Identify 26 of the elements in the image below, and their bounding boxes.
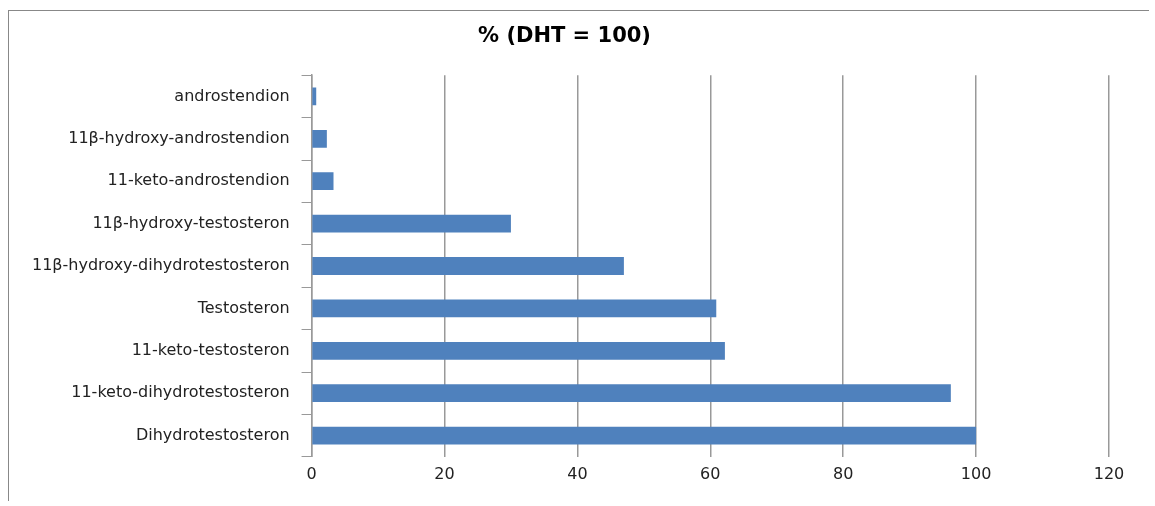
y-tick-label: 11β-hydroxy-androstendion: [68, 127, 290, 147]
bar: [312, 87, 317, 106]
x-tick-label: 20: [434, 463, 455, 483]
y-tick-label: Dihydrotestosteron: [135, 424, 290, 444]
x-tick-label: 120: [1093, 463, 1125, 483]
x-tick-label: 80: [833, 463, 854, 483]
y-tick-label: 11-keto-androstendion: [107, 170, 290, 190]
x-tick-label: 0: [306, 463, 317, 483]
y-tick-label: 11β-hydroxy-testosteron: [92, 212, 290, 232]
x-tick-label: 60: [700, 463, 721, 483]
y-tick-label: 11-keto-testosteron: [131, 339, 290, 359]
x-tick-label: 40: [567, 463, 588, 483]
y-tick-label: 11-keto-dihydrotestosteron: [71, 382, 290, 402]
bar: [312, 299, 717, 318]
bar: [312, 129, 327, 148]
bar: [312, 426, 977, 445]
bar: [312, 214, 511, 233]
y-tick-label: 11β-hydroxy-dihydrotestosteron: [31, 255, 290, 275]
bar: [312, 384, 951, 403]
bar: [312, 341, 725, 360]
bar: [312, 257, 624, 275]
chart-title: % (DHT = 100): [478, 23, 651, 48]
y-tick-label: Testosteron: [196, 297, 290, 317]
x-tick-label: 100: [960, 463, 992, 483]
y-tick-label: androstendion: [174, 85, 290, 105]
bar: [312, 172, 334, 191]
